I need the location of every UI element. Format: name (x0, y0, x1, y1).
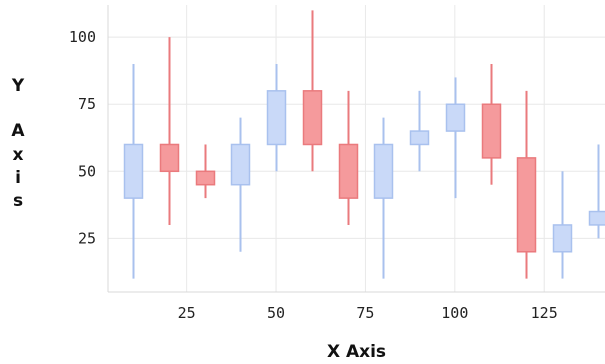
candle-110 (481, 64, 502, 185)
y-tick-label: 75 (78, 95, 96, 113)
x-axis-title: X Axis (327, 342, 386, 362)
candle-120 (516, 90, 537, 279)
candle-80 (373, 117, 394, 279)
candle-20 (159, 37, 180, 225)
candle-60 (302, 10, 323, 172)
x-tick-labels: 25 50 75 100 125 (178, 304, 558, 322)
candle-50 (266, 64, 287, 172)
candle-body (195, 170, 216, 186)
candle-30 (195, 144, 216, 199)
candle-body (302, 90, 323, 146)
candle-140 (588, 144, 605, 239)
y-axis-title-letter: A (11, 121, 25, 141)
candle-130 (552, 171, 573, 279)
y-tick-labels: 25 50 75 100 (69, 28, 96, 247)
candle-body (588, 210, 605, 226)
x-tick-label: 100 (441, 304, 468, 322)
candles (123, 10, 605, 279)
candle-body (445, 103, 466, 132)
x-tick-label: 50 (267, 304, 285, 322)
x-tick-label: 75 (356, 304, 374, 322)
candle-10 (123, 64, 144, 279)
candle-body (516, 157, 537, 253)
candle-body (230, 143, 251, 186)
x-tick-label: 25 (178, 304, 196, 322)
y-tick-label: 50 (78, 162, 96, 180)
candle-body (338, 143, 359, 199)
y-tick-label: 25 (78, 229, 96, 247)
candle-100 (445, 77, 466, 199)
candle-70 (338, 90, 359, 225)
candle-body (159, 143, 180, 173)
y-axis-title-letter: s (13, 191, 23, 211)
candle-body (409, 130, 430, 146)
candle-body (266, 90, 287, 146)
axes (107, 5, 605, 293)
candle-40 (230, 117, 251, 252)
candle-90 (409, 90, 430, 172)
y-axis-title-letter: i (15, 168, 21, 188)
candle-body (373, 143, 394, 199)
y-tick-label: 100 (69, 28, 96, 46)
candle-body (552, 224, 573, 253)
candle-body (481, 103, 502, 159)
candle-body (123, 143, 144, 199)
y-axis-title-letter: Y (11, 76, 25, 96)
y-axis-title-letter: x (13, 145, 24, 165)
x-tick-label: 125 (531, 304, 558, 322)
